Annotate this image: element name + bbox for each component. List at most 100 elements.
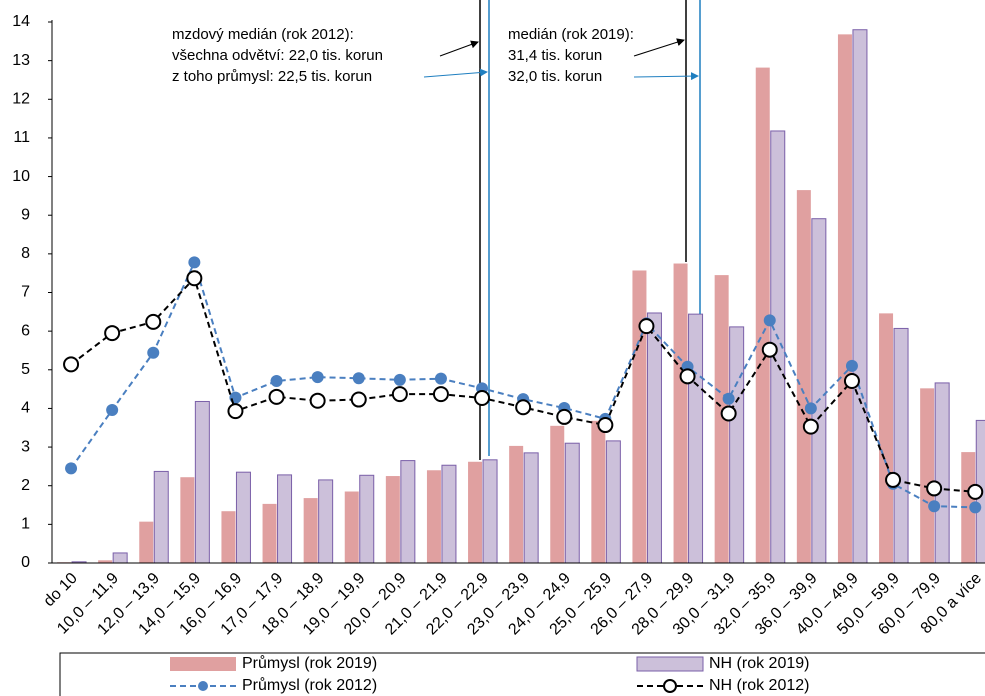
marker — [434, 372, 447, 385]
marker — [804, 402, 817, 415]
bar — [139, 521, 154, 563]
y-tick-label: 2 — [21, 477, 30, 494]
marker — [720, 405, 737, 422]
bar — [550, 425, 565, 563]
marker — [188, 256, 201, 269]
marker — [63, 356, 80, 373]
marker — [556, 408, 573, 425]
bar — [591, 420, 606, 563]
annotation: všechna odvětví: 22,0 tis. korun — [172, 47, 383, 64]
bar — [632, 270, 647, 563]
marker — [432, 386, 449, 403]
annotation: mzdový medián (rok 2012): — [172, 26, 354, 43]
marker — [145, 313, 162, 330]
bar — [796, 190, 811, 563]
marker — [515, 399, 532, 416]
bar — [318, 479, 334, 564]
bar — [879, 313, 894, 563]
marker — [597, 417, 614, 434]
arrow — [439, 40, 479, 57]
marker — [65, 462, 78, 475]
marker — [198, 681, 208, 691]
bar — [755, 67, 770, 563]
bar — [277, 474, 293, 564]
arrow — [423, 68, 488, 78]
bar — [920, 388, 935, 563]
marker — [845, 359, 858, 372]
y-tick-label: 7 — [21, 284, 30, 301]
bar — [688, 313, 704, 564]
marker — [106, 403, 119, 416]
annotation: 32,0 tis. korun — [508, 68, 602, 85]
line — [70, 259, 976, 509]
legend-swatch — [170, 657, 236, 671]
annotation: medián (rok 2019): — [508, 26, 634, 43]
annotation: z toho průmysl: 22,5 tis. korun — [172, 68, 372, 85]
bar — [729, 326, 745, 564]
bar — [400, 460, 416, 564]
marker — [663, 679, 677, 693]
marker — [104, 325, 121, 342]
bar — [852, 29, 868, 564]
marker — [843, 372, 860, 389]
marker — [350, 391, 367, 408]
arrow — [633, 72, 699, 81]
legend-label: NH (rok 2019) — [709, 655, 809, 672]
y-tick-label: 6 — [21, 322, 30, 339]
marker — [967, 483, 984, 500]
bar — [564, 442, 580, 564]
marker — [763, 314, 776, 327]
bar — [468, 461, 483, 563]
bar — [811, 218, 827, 564]
y-tick-label: 10 — [12, 168, 30, 185]
y-tick-label: 11 — [13, 129, 30, 146]
marker — [352, 372, 365, 385]
marker — [229, 391, 242, 404]
arrow — [633, 38, 685, 57]
annotation-box — [168, 20, 444, 88]
bar — [194, 400, 210, 564]
marker — [885, 471, 902, 488]
bar — [112, 552, 128, 564]
legend-label: Průmysl (rok 2019) — [242, 654, 377, 672]
y-tick-label: 4 — [21, 400, 30, 417]
marker — [474, 389, 491, 406]
marker — [926, 480, 943, 497]
bar — [509, 445, 524, 563]
legend-label: Průmysl (rok 2012) — [242, 676, 377, 694]
bar — [359, 474, 375, 564]
marker — [638, 318, 655, 335]
y-tick-label: 9 — [21, 206, 30, 223]
bar — [262, 503, 277, 563]
marker — [391, 386, 408, 403]
marker — [309, 392, 326, 409]
marker — [679, 368, 696, 385]
y-tick-label: 8 — [21, 245, 30, 262]
y-tick-label: 12 — [12, 91, 30, 108]
bar — [344, 491, 359, 563]
bar — [714, 275, 729, 563]
bar — [893, 327, 909, 564]
bar — [646, 312, 662, 564]
marker — [186, 270, 203, 287]
bar — [934, 382, 950, 564]
bar — [303, 498, 318, 563]
bar — [153, 470, 169, 564]
bar — [523, 452, 539, 564]
bar — [180, 477, 195, 563]
bar — [673, 263, 688, 563]
marker — [227, 403, 244, 420]
marker — [393, 373, 406, 386]
bar — [426, 470, 441, 563]
y-tick-label: 14 — [12, 13, 30, 30]
marker — [268, 388, 285, 405]
marker — [311, 371, 324, 384]
y-tick-label: 3 — [21, 438, 30, 455]
y-tick-label: 0 — [21, 554, 30, 571]
bar — [837, 34, 852, 563]
bar — [221, 511, 236, 563]
bar — [385, 476, 400, 563]
bar — [441, 464, 457, 564]
marker — [761, 341, 778, 358]
